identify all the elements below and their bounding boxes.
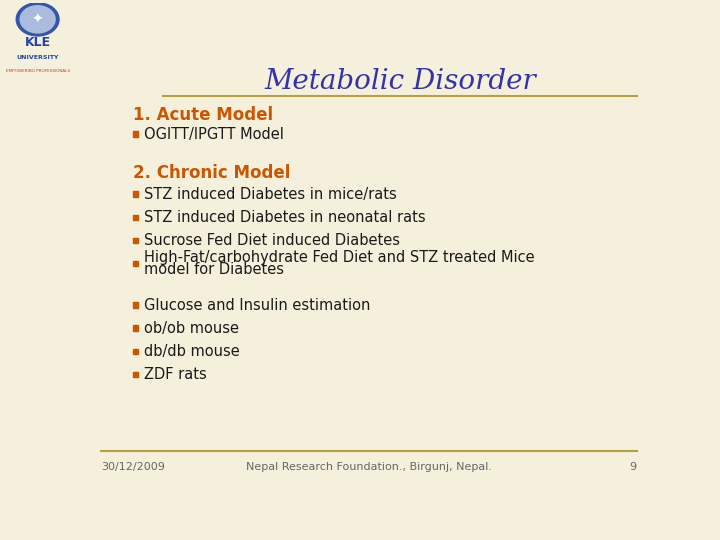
- Text: ob/ob mouse: ob/ob mouse: [144, 321, 239, 336]
- Text: 2. Chronic Model: 2. Chronic Model: [132, 164, 290, 181]
- Text: ZDF rats: ZDF rats: [144, 367, 207, 382]
- Text: STZ induced Diabetes in mice/rats: STZ induced Diabetes in mice/rats: [144, 187, 397, 201]
- Text: KLE: KLE: [24, 36, 50, 49]
- Bar: [132, 261, 138, 266]
- Text: 30/12/2009: 30/12/2009: [102, 462, 166, 472]
- Text: 1. Acute Model: 1. Acute Model: [132, 106, 273, 124]
- Bar: [132, 302, 138, 308]
- Bar: [132, 372, 138, 377]
- Text: Nepal Research Foundation., Birgunj, Nepal.: Nepal Research Foundation., Birgunj, Nep…: [246, 462, 492, 472]
- Bar: [132, 192, 138, 197]
- Text: STZ induced Diabetes in neonatal rats: STZ induced Diabetes in neonatal rats: [144, 210, 426, 225]
- Text: ✦: ✦: [32, 12, 43, 26]
- Circle shape: [17, 3, 59, 36]
- Circle shape: [20, 6, 55, 33]
- Text: OGITT/IPGTT Model: OGITT/IPGTT Model: [144, 126, 284, 141]
- Bar: [132, 214, 138, 220]
- Text: Sucrose Fed Diet induced Diabetes: Sucrose Fed Diet induced Diabetes: [144, 233, 400, 248]
- Text: High-Fat/carbohydrate Fed Diet and STZ treated Mice: High-Fat/carbohydrate Fed Diet and STZ t…: [144, 250, 535, 265]
- Text: db/db mouse: db/db mouse: [144, 344, 240, 359]
- Text: Metabolic Disorder: Metabolic Disorder: [264, 68, 536, 95]
- Text: model for Diabetes: model for Diabetes: [144, 262, 284, 277]
- Text: 9: 9: [629, 462, 636, 472]
- Bar: [132, 348, 138, 354]
- Bar: [132, 326, 138, 331]
- Bar: [132, 238, 138, 243]
- Bar: [132, 131, 138, 137]
- Text: Glucose and Insulin estimation: Glucose and Insulin estimation: [144, 298, 371, 313]
- Text: EMPOWERING PROFESSIONALS: EMPOWERING PROFESSIONALS: [6, 69, 70, 73]
- Text: UNIVERSITY: UNIVERSITY: [17, 55, 59, 59]
